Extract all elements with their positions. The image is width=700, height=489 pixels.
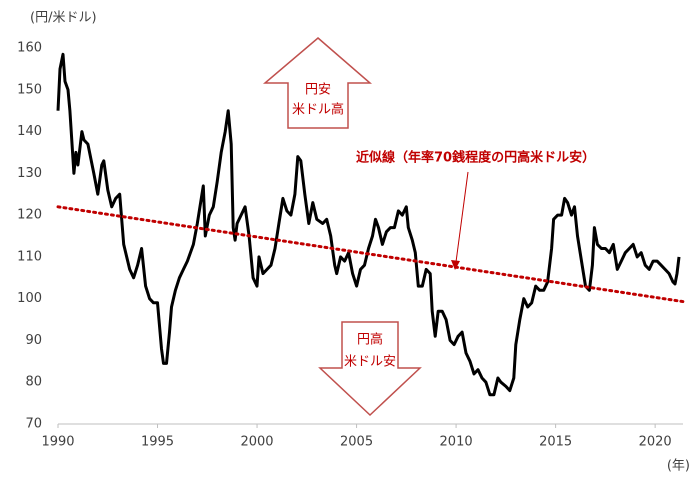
x-tick-label: 2020 bbox=[639, 435, 672, 450]
y-tick-label: 70 bbox=[25, 417, 42, 432]
x-unit-label: (年) bbox=[667, 459, 690, 474]
line bbox=[56, 52, 681, 397]
y-tick-label: 130 bbox=[17, 166, 42, 181]
down-arrow-text: 円高 bbox=[357, 332, 383, 348]
down-arrow bbox=[318, 321, 422, 417]
x-tick-label: 2015 bbox=[539, 435, 572, 450]
down-arrow-text: 米ドル安 bbox=[344, 355, 396, 370]
y-tick-label: 150 bbox=[17, 82, 42, 97]
x-tick-label: 1990 bbox=[41, 435, 74, 450]
trend-line bbox=[56, 205, 685, 304]
annotation-arrowhead bbox=[451, 260, 460, 270]
up-arrow-text: 米ドル高 bbox=[292, 102, 344, 118]
y-tick-label: 110 bbox=[17, 249, 42, 264]
y-tick-label: 100 bbox=[17, 291, 42, 306]
y-tick-label: 140 bbox=[17, 124, 42, 139]
x-tick-label: 2010 bbox=[440, 435, 473, 450]
annotation-pointer bbox=[455, 171, 469, 263]
up-arrow bbox=[262, 37, 373, 129]
y-tick-label: 90 bbox=[25, 333, 42, 348]
x-tick-label: 2000 bbox=[240, 435, 273, 450]
x-tick-label: 2005 bbox=[340, 435, 373, 450]
up-arrow-text: 円安 bbox=[305, 83, 331, 98]
y-tick-label: 120 bbox=[17, 208, 42, 223]
y-tick-label: 80 bbox=[25, 375, 42, 390]
y-tick-label: 160 bbox=[17, 41, 42, 56]
annotation: 近似線（年率70銭程度の円高米ドル安） bbox=[356, 150, 595, 166]
x-tick-label: 1995 bbox=[141, 435, 174, 450]
y-unit-label: (円/米ドル) bbox=[30, 11, 97, 26]
